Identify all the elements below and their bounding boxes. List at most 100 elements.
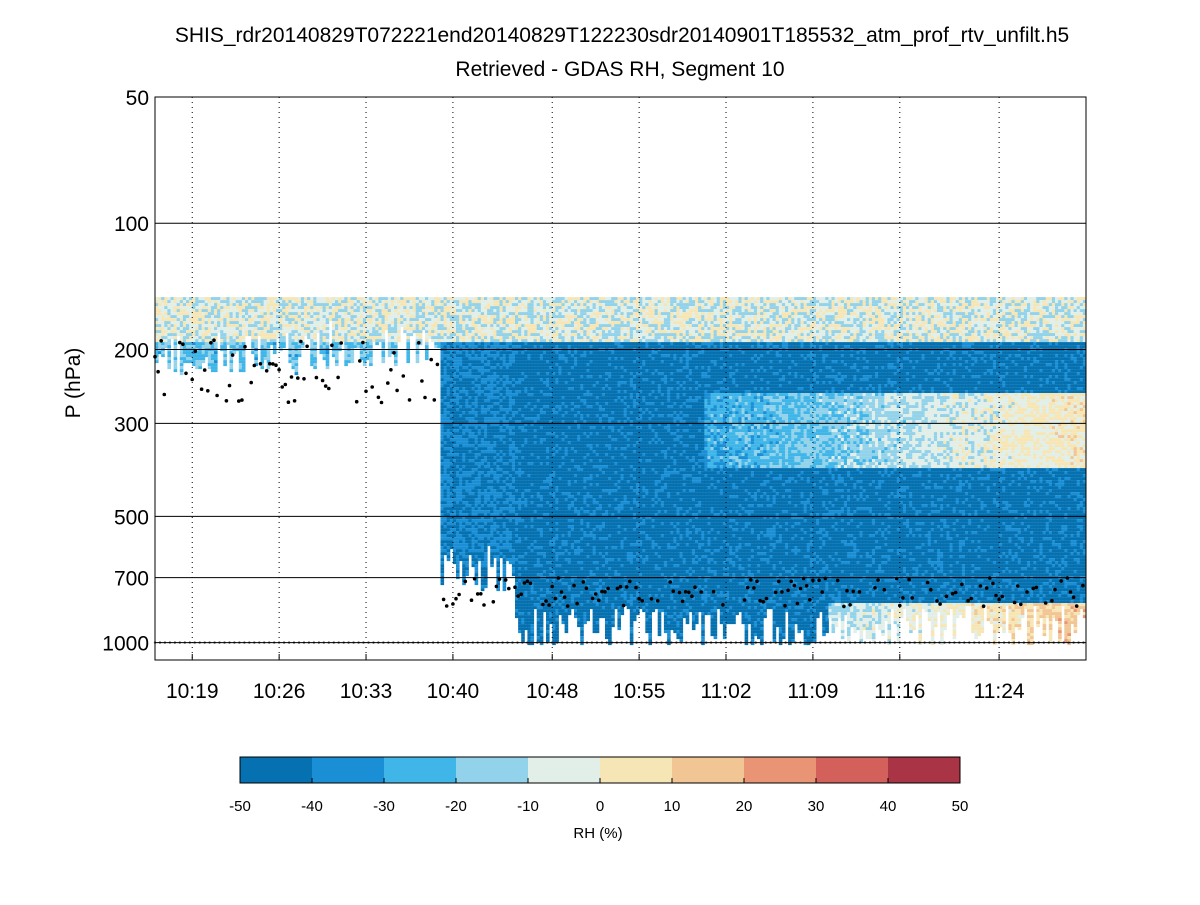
heatmap-cell: [539, 420, 544, 424]
heatmap-cell: [524, 513, 528, 517]
heatmap-cell: [505, 549, 510, 553]
heatmap-cell: [527, 591, 531, 595]
heatmap-cell: [518, 327, 522, 331]
heatmap-cell: [539, 330, 544, 334]
heatmap-cell: [490, 507, 494, 511]
heatmap-cell: [468, 471, 472, 475]
heatmap-cell: [536, 480, 541, 484]
heatmap-cell: [496, 567, 500, 571]
cloud-top-marker: [249, 380, 253, 385]
heatmap-cell: [484, 507, 488, 511]
heatmap-cell: [394, 345, 398, 349]
heatmap-cell: [539, 369, 544, 373]
heatmap-cell: [521, 369, 525, 373]
heatmap-cell: [266, 333, 271, 337]
heatmap-cell: [353, 306, 358, 310]
heatmap-cell: [378, 300, 382, 304]
heatmap-cell: [335, 324, 339, 328]
heatmap-cell: [496, 390, 500, 394]
heatmap-cell: [477, 384, 482, 388]
heatmap-cell: [443, 495, 448, 499]
heatmap-cell: [421, 324, 426, 328]
heatmap-cell: [443, 543, 448, 547]
heatmap-cell: [387, 330, 392, 334]
heatmap-cell: [502, 435, 507, 439]
heatmap-cell: [496, 453, 500, 457]
heatmap-cell: [515, 588, 519, 592]
heatmap-cell: [449, 495, 454, 499]
heatmap-cell: [456, 393, 460, 397]
heatmap-cell: [521, 570, 525, 574]
heatmap-cell: [477, 396, 482, 400]
heatmap-cell: [487, 426, 491, 430]
heatmap-cell: [378, 309, 382, 313]
heatmap-cell: [533, 492, 538, 496]
heatmap-cell: [443, 447, 448, 451]
heatmap-cell: [521, 528, 525, 532]
heatmap-cell: [480, 357, 485, 361]
heatmap-cell: [515, 549, 519, 553]
heatmap-cell: [232, 309, 237, 313]
heatmap-cell: [539, 450, 544, 454]
heatmap-cell: [536, 468, 541, 472]
heatmap-cell: [493, 492, 497, 496]
heatmap-cell: [536, 612, 541, 616]
heatmap-cell: [319, 312, 324, 316]
heatmap-cell: [176, 318, 181, 322]
heatmap-cell: [387, 327, 392, 331]
heatmap-cell: [462, 324, 466, 328]
heatmap-cell: [322, 342, 327, 346]
heatmap-cell: [440, 504, 445, 508]
heatmap-cell: [468, 432, 472, 436]
heatmap-cell: [459, 453, 463, 457]
heatmap-cell: [418, 339, 423, 343]
heatmap-cell: [480, 360, 485, 364]
heatmap-cell: [468, 516, 472, 520]
heatmap-cell: [477, 405, 482, 409]
heatmap-cell: [515, 438, 519, 442]
heatmap-cell: [189, 315, 193, 319]
heatmap-cell: [505, 381, 510, 385]
heatmap-cell: [266, 318, 271, 322]
heatmap-cell: [437, 300, 441, 304]
heatmap-cell: [518, 438, 522, 442]
heatmap-cell: [397, 321, 401, 325]
heatmap-cell: [449, 510, 454, 514]
heatmap-cell: [325, 324, 330, 328]
heatmap-cell: [161, 300, 165, 304]
heatmap-cell: [362, 309, 367, 313]
heatmap-cell: [456, 564, 460, 568]
heatmap-cell: [480, 342, 485, 346]
heatmap-cell: [539, 507, 544, 511]
heatmap-cell: [539, 459, 544, 463]
heatmap-cell: [198, 303, 202, 307]
heatmap-cell: [456, 441, 460, 445]
heatmap-cell: [490, 489, 494, 493]
heatmap-cell: [480, 573, 485, 577]
heatmap-cell: [505, 363, 510, 367]
heatmap-cell: [477, 417, 482, 421]
heatmap-cell: [440, 438, 445, 442]
heatmap-cell: [533, 564, 538, 568]
heatmap-cell: [465, 399, 469, 403]
heatmap-cell: [508, 489, 513, 493]
heatmap-cell: [505, 522, 510, 526]
heatmap-cell: [471, 327, 476, 331]
heatmap-cell: [235, 339, 240, 343]
heatmap-cell: [484, 384, 488, 388]
heatmap-cell: [359, 312, 364, 316]
heatmap-cell: [477, 342, 482, 346]
heatmap-cell: [518, 525, 522, 529]
heatmap-cell: [452, 300, 457, 304]
heatmap-cell: [418, 297, 423, 301]
heatmap-cell: [474, 555, 479, 559]
heatmap-cell: [502, 399, 507, 403]
heatmap-cell: [459, 354, 463, 358]
heatmap-cell: [468, 447, 472, 451]
heatmap-cell: [260, 303, 265, 307]
heatmap-cell: [456, 312, 460, 316]
heatmap-cell: [257, 318, 261, 322]
heatmap-cell: [434, 309, 438, 313]
heatmap-cell: [226, 339, 230, 343]
heatmap-cell: [449, 447, 454, 451]
